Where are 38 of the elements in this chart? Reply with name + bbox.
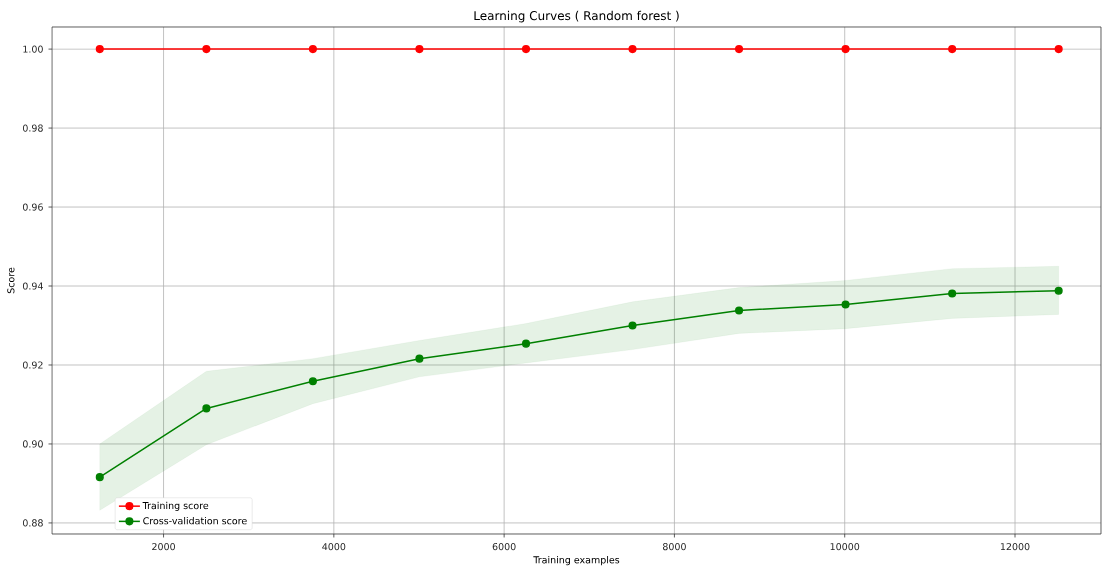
y-tick-label: 0.92 <box>22 361 43 369</box>
legend-label: Training score <box>142 501 209 511</box>
chart-title: Learning Curves ( Random forest ) <box>474 10 679 23</box>
x-tick-label: 4000 <box>322 543 346 551</box>
y-tick-label: 0.96 <box>22 203 43 211</box>
point <box>948 289 957 298</box>
point <box>1054 45 1063 54</box>
y-tick-label: 1.00 <box>23 45 43 53</box>
point <box>308 377 317 386</box>
legend-label: Cross-validation score <box>143 517 247 525</box>
point <box>95 473 104 482</box>
point <box>841 45 850 54</box>
y-tick-label: 0.94 <box>22 282 43 290</box>
point <box>415 45 424 54</box>
point <box>521 45 531 54</box>
y-axis-title: Score <box>7 267 15 294</box>
x-tick-label: 8000 <box>662 543 686 551</box>
point <box>202 45 211 54</box>
point <box>521 339 531 348</box>
point <box>735 45 744 54</box>
x-tick-label: 12000 <box>1000 543 1030 551</box>
point <box>735 306 744 315</box>
x-axis-title: Training examples <box>533 556 620 566</box>
point <box>415 354 424 363</box>
point <box>95 45 104 54</box>
point <box>308 45 317 54</box>
y-tick-label: 0.98 <box>22 124 43 132</box>
point <box>841 300 850 309</box>
point <box>628 45 637 54</box>
point <box>948 45 957 54</box>
x-tick-label: 10000 <box>830 543 860 551</box>
point <box>1054 286 1063 295</box>
x-tick-label: 6000 <box>492 543 516 551</box>
point <box>202 404 211 413</box>
y-tick-label: 0.88 <box>22 519 43 527</box>
x-tick-label: 2000 <box>152 543 175 551</box>
point <box>628 321 637 330</box>
y-tick-label: 0.90 <box>22 440 43 448</box>
